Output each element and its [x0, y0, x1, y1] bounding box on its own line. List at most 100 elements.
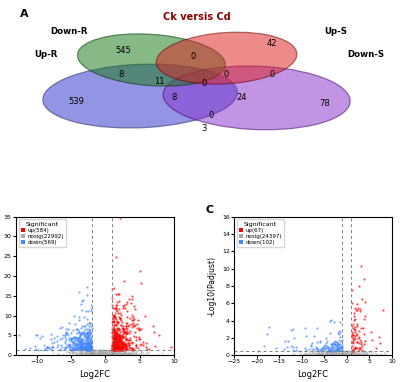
Point [85, 352, 91, 358]
Point [109, 302, 116, 308]
Point [110, 327, 117, 333]
Point [332, 350, 339, 356]
Point [130, 314, 136, 320]
Point [350, 351, 356, 358]
Point [98, 351, 105, 358]
Point [308, 352, 315, 358]
Point [111, 351, 118, 358]
Point [66, 349, 72, 355]
Point [74, 344, 81, 350]
Point [131, 316, 137, 322]
Point [343, 349, 349, 355]
Point [359, 352, 366, 358]
Point [118, 347, 124, 353]
Point [114, 342, 120, 348]
Point [314, 352, 320, 358]
Point [315, 352, 321, 358]
Point [126, 347, 132, 353]
Text: 539: 539 [68, 97, 84, 106]
Point [62, 346, 68, 352]
Point [116, 338, 123, 344]
Point [348, 352, 354, 358]
Point [341, 352, 347, 358]
Point [394, 352, 400, 358]
Point [75, 350, 82, 356]
Point [302, 351, 308, 358]
Point [83, 352, 90, 358]
Point [126, 342, 132, 348]
Point [120, 347, 126, 353]
Point [54, 342, 61, 348]
Point [62, 329, 69, 335]
Point [112, 352, 119, 358]
Point [76, 344, 82, 350]
Point [99, 348, 106, 354]
Point [354, 339, 360, 345]
Point [300, 351, 306, 357]
Point [326, 350, 333, 356]
Point [112, 351, 118, 357]
Point [110, 340, 116, 346]
Point [98, 350, 104, 356]
Point [96, 352, 102, 358]
Point [102, 349, 108, 355]
Point [341, 348, 348, 354]
Point [369, 352, 376, 358]
Point [77, 344, 83, 350]
Point [94, 352, 101, 358]
Point [112, 332, 118, 338]
Point [77, 338, 83, 345]
Point [344, 352, 350, 358]
Point [87, 346, 94, 353]
Point [338, 338, 344, 344]
Point [326, 349, 332, 355]
Point [107, 350, 113, 356]
Point [65, 326, 72, 332]
Point [334, 352, 340, 358]
Point [105, 352, 112, 358]
Point [103, 350, 110, 356]
Point [116, 352, 122, 358]
Point [315, 350, 322, 356]
Point [87, 344, 93, 350]
Point [112, 348, 118, 354]
Point [74, 330, 80, 336]
Point [330, 351, 336, 358]
Point [314, 350, 321, 356]
Point [74, 340, 80, 346]
Point [355, 350, 361, 356]
Point [353, 332, 360, 338]
Point [111, 349, 117, 355]
Point [120, 303, 126, 309]
Point [89, 351, 96, 357]
Point [101, 351, 108, 358]
Point [348, 351, 355, 357]
Point [120, 349, 127, 355]
Point [345, 351, 351, 358]
Point [120, 329, 127, 335]
Point [78, 346, 84, 353]
Point [328, 341, 334, 347]
Point [122, 343, 129, 349]
Point [96, 351, 103, 357]
Point [333, 350, 339, 356]
Point [84, 337, 90, 343]
Point [337, 348, 344, 354]
Point [297, 352, 303, 358]
Point [323, 345, 329, 351]
Point [323, 352, 330, 358]
Point [86, 333, 92, 339]
Point [324, 348, 330, 354]
Point [68, 335, 74, 341]
Point [84, 334, 90, 340]
Point [85, 343, 92, 350]
Point [354, 323, 360, 329]
Point [88, 344, 95, 350]
Point [86, 320, 92, 326]
Point [114, 347, 120, 353]
Point [353, 351, 360, 358]
Point [112, 330, 118, 337]
Point [116, 351, 123, 358]
Point [121, 349, 128, 355]
Point [114, 319, 120, 325]
